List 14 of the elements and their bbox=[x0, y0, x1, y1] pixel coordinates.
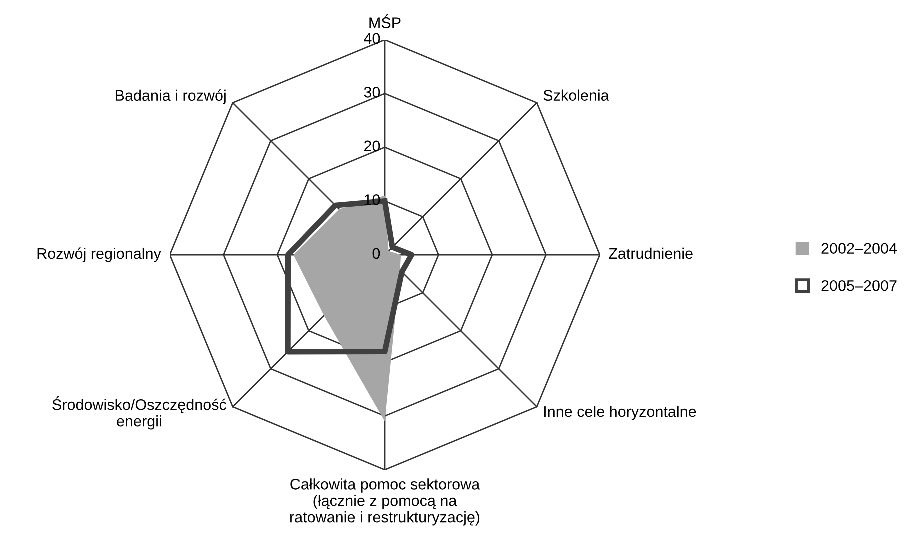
y-tick-label: 40 bbox=[364, 33, 380, 44]
legend-label: 2005–2007 bbox=[822, 280, 897, 292]
legend-label: 2002–2004 bbox=[822, 243, 898, 254]
y-tick-label: 20 bbox=[364, 140, 380, 152]
spoke-label: MŚP bbox=[370, 14, 401, 28]
spoke-label: Rozwój regionalny bbox=[38, 248, 162, 262]
spoke-label: Inne cele horyzontalne bbox=[544, 406, 696, 420]
y-tick-label: 0 bbox=[372, 248, 380, 260]
spoke-label: Zatrudnienie bbox=[609, 248, 693, 260]
spoke-label: Badania i rozwój bbox=[116, 90, 226, 104]
spoke-label: Środowisko/Oszczędność energii bbox=[52, 396, 226, 430]
y-tick-label: 30 bbox=[364, 87, 380, 98]
spoke-label: Całkowita pomoc sektorowa (łącznie z pomocą na ratowanie i restrukturyzację) bbox=[290, 478, 480, 526]
spoke-label: Szkolenia bbox=[544, 90, 610, 101]
